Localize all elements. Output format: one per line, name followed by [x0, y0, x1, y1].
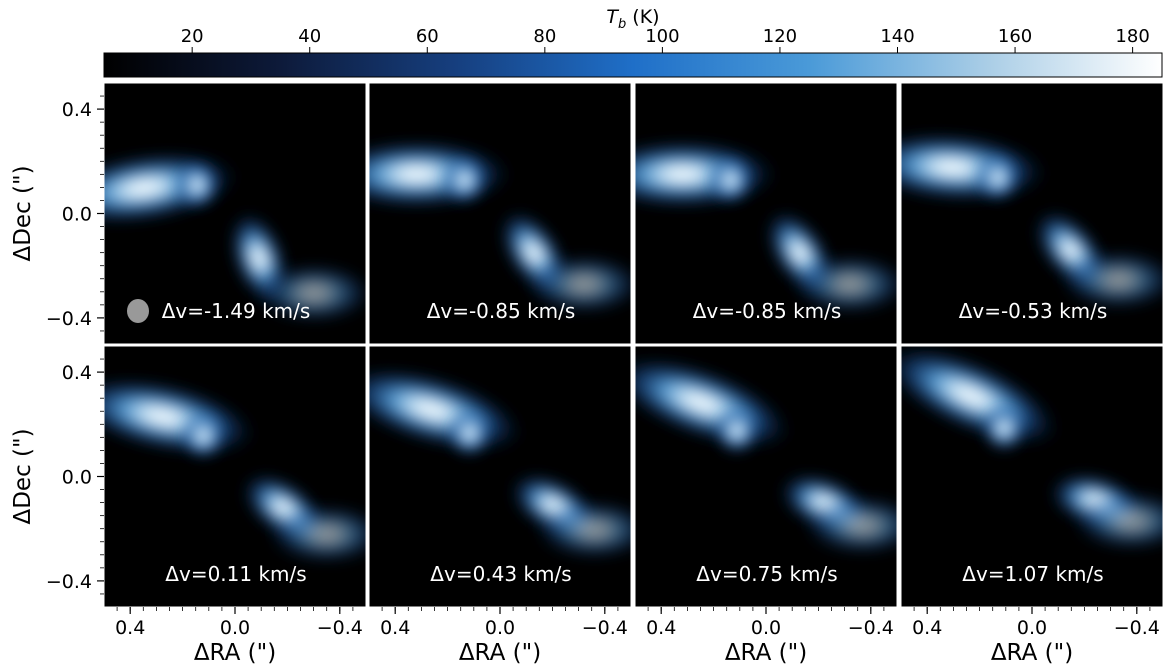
x-tick-label: −0.4 [582, 617, 628, 639]
x-tick-label: −0.4 [848, 617, 894, 639]
emission-knot [181, 411, 226, 460]
emission-knot [175, 161, 219, 209]
colorbar-label-symbol: T [606, 6, 619, 28]
emission-tail [1071, 491, 1163, 551]
x-tick-label: −0.4 [317, 617, 363, 639]
y-tick-label: −0.4 [46, 308, 92, 330]
colorbar-tick-label: 140 [880, 26, 914, 47]
emission-knot [442, 156, 487, 204]
x-tick-label: 0.4 [380, 617, 410, 639]
emission-map [635, 140, 897, 315]
velocity-label: Δv=-1.49 km/s [162, 299, 311, 323]
emission-knot [447, 409, 492, 457]
emission-map [104, 151, 366, 323]
panel-grid: Δv=-1.49 km/s Δv=-0.85 km/s Δv=-0.85 km/s Δ… [103, 82, 1164, 608]
emission-map [635, 357, 897, 556]
colorbar-tick-label: 20 [181, 26, 204, 47]
emission-map [369, 140, 631, 315]
channel-panel: Δv=0.43 km/s [368, 345, 632, 608]
colorbar-tick-label: 60 [416, 26, 439, 47]
axes: 0.4 0.0 −0.4 ΔDec (") 0.4 0.0 −0.4 ΔDec (") 0.4 0… [10, 95, 1160, 665]
emission-tail [1058, 249, 1163, 310]
colorbar-label-subscript: b [618, 17, 626, 32]
velocity-label: Δv=0.75 km/s [696, 562, 837, 586]
y-axis-label: ΔDec (") [10, 165, 36, 261]
channel-panel: Δv=0.75 km/s [634, 345, 898, 608]
x-axis-label: ΔRA (") [725, 640, 807, 665]
emission-tail [254, 263, 366, 323]
emission-tail [524, 254, 631, 315]
x-tick-label: −0.4 [1114, 617, 1160, 639]
emission-map [369, 367, 631, 560]
x-axis-label: ΔRA (") [194, 640, 276, 665]
x-tick-label: 0.4 [115, 617, 145, 639]
panel-frame [368, 82, 632, 345]
y-tick-label: 0.4 [62, 99, 92, 121]
colorbar-tick-label: 180 [1115, 26, 1149, 47]
x-tick-label: 0.0 [751, 617, 781, 639]
y-tick-label: −0.4 [46, 571, 92, 593]
channel-panel: Δv=-1.49 km/s [103, 82, 367, 345]
emission-knot [975, 153, 1020, 202]
x-axis-label: ΔRA (") [459, 640, 541, 665]
panel-frame [634, 82, 898, 345]
colorbar: 20 40 60 80 100 120 140 160 180 Tb (K) [103, 6, 1163, 78]
colorbar-tick-label: 80 [533, 26, 556, 47]
y-axis-label: ΔDec (") [10, 428, 36, 524]
emission-knot [714, 406, 759, 455]
emission-knot [708, 156, 753, 204]
colorbar-ticks: 20 40 60 80 100 120 140 160 180 [181, 26, 1150, 53]
channel-panel: Δv=-0.85 km/s [634, 82, 898, 345]
colorbar-tick-label: 160 [998, 26, 1032, 47]
y-tick-label: 0.0 [62, 467, 92, 489]
velocity-label: Δv=0.43 km/s [430, 562, 571, 586]
beam-ellipse [127, 299, 149, 323]
panel-frame [900, 82, 1164, 345]
velocity-label: Δv=-0.53 km/s [959, 299, 1108, 323]
channel-panel: Δv=-0.85 km/s [368, 82, 632, 345]
x-tick-label: 0.4 [646, 617, 676, 639]
emission-tail [266, 504, 366, 565]
channel-panel: Δv=0.11 km/s [103, 345, 367, 608]
colorbar-gradient [103, 52, 1163, 78]
y-tick-label: 0.4 [62, 362, 92, 384]
emission-tail [802, 495, 897, 556]
colorbar-tick-label: 40 [298, 26, 321, 47]
y-tick-label: 0.0 [62, 204, 92, 226]
velocity-label: Δv=0.11 km/s [165, 562, 306, 586]
channel-panel: Δv=-0.53 km/s [900, 82, 1164, 345]
emission-tail [790, 254, 897, 315]
emission-map [901, 346, 1163, 551]
emission-map [901, 132, 1163, 310]
emission-tail [534, 499, 631, 560]
velocity-label: Δv=-0.85 km/s [693, 299, 842, 323]
x-axis-label: ΔRA (") [991, 640, 1073, 665]
colorbar-tick-label: 100 [645, 26, 679, 47]
x-tick-label: 0.0 [220, 617, 250, 639]
x-tick-label: 0.0 [485, 617, 515, 639]
colorbar-label-units: (K) [626, 6, 659, 28]
colorbar-label: Tb (K) [606, 6, 659, 32]
x-tick-label: 0.4 [912, 617, 942, 639]
colorbar-tick-label: 120 [763, 26, 797, 47]
emission-map [104, 377, 366, 565]
x-tick-label: 0.0 [1017, 617, 1047, 639]
emission-knot [982, 404, 1026, 452]
channel-panel: Δv=1.07 km/s [900, 345, 1164, 608]
velocity-label: Δv=1.07 km/s [962, 562, 1103, 586]
velocity-label: Δv=-0.85 km/s [427, 299, 576, 323]
